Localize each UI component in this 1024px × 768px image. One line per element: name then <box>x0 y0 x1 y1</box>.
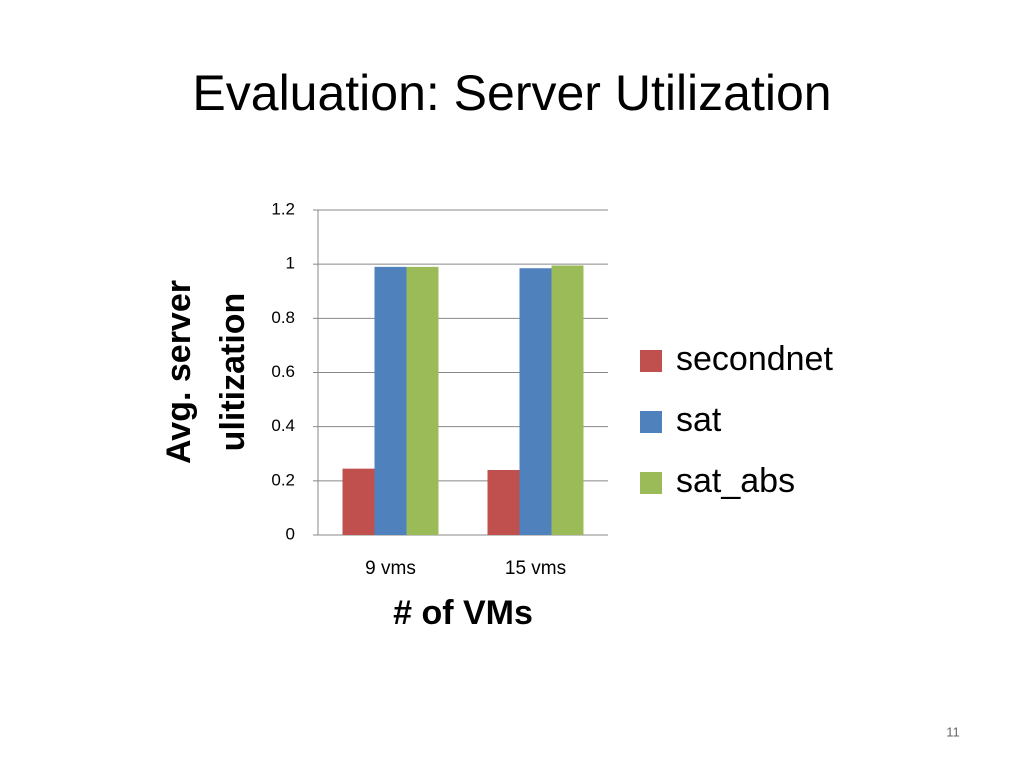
slide-title: Evaluation: Server Utilization <box>192 65 831 121</box>
y-tick-label: 0 <box>286 524 295 543</box>
bar <box>519 268 552 535</box>
legend-label: sat <box>676 401 722 439</box>
y-tick-label: 0.4 <box>271 416 295 435</box>
bar <box>551 265 584 535</box>
bar <box>406 266 439 535</box>
y-tick-label: 1.2 <box>271 199 295 218</box>
y-tick-label: 1 <box>286 254 295 273</box>
x-axis-title: # of VMs <box>393 594 533 632</box>
bar <box>342 468 375 535</box>
y-axis-title-line: Avg. server <box>160 280 198 464</box>
y-axis-title-line: ulitization <box>214 293 252 452</box>
legend-swatch <box>640 472 662 494</box>
y-axis-title: Avg. server ulitization <box>160 280 252 464</box>
legend-label: secondnet <box>676 340 833 378</box>
legend-label: sat_abs <box>676 462 795 500</box>
bar <box>487 470 520 535</box>
bar <box>374 266 407 535</box>
y-tick-label: 0.2 <box>271 470 295 489</box>
x-tick-label: 9 vms <box>365 558 416 579</box>
legend-swatch <box>640 350 662 372</box>
y-tick-label: 0.6 <box>271 362 295 381</box>
slide-number: 11 <box>946 724 960 739</box>
y-tick-label: 0.8 <box>271 308 295 327</box>
legend-swatch <box>640 411 662 433</box>
x-tick-label: 15 vms <box>505 558 566 579</box>
